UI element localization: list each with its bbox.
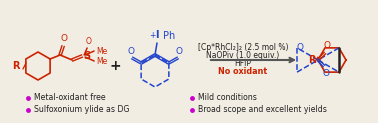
Text: +: +: [149, 31, 155, 39]
Text: I: I: [155, 30, 159, 40]
Text: NaOPiv (1.0 equiv.): NaOPiv (1.0 equiv.): [206, 52, 280, 61]
Text: No oxidant: No oxidant: [218, 68, 268, 77]
Text: O: O: [296, 43, 304, 52]
Text: R: R: [308, 55, 316, 65]
Text: HFIP: HFIP: [234, 60, 251, 69]
Text: R: R: [12, 61, 20, 71]
Text: O: O: [322, 69, 330, 78]
Text: +: +: [109, 59, 121, 73]
Text: O: O: [175, 47, 182, 56]
Text: Ph: Ph: [163, 31, 175, 41]
Text: Mild conditions: Mild conditions: [198, 93, 257, 102]
Text: Metal-oxidant free: Metal-oxidant free: [34, 93, 105, 102]
Text: O: O: [128, 47, 135, 56]
Text: O: O: [60, 34, 68, 43]
Text: S: S: [83, 51, 90, 61]
Text: O: O: [85, 37, 91, 46]
Text: [Cp*RhCl₂]₂ (2.5 mol %): [Cp*RhCl₂]₂ (2.5 mol %): [198, 44, 288, 53]
Text: Me: Me: [96, 56, 107, 66]
Text: Sulfoxonium ylide as DG: Sulfoxonium ylide as DG: [34, 106, 129, 115]
Text: O: O: [324, 41, 330, 50]
Text: Me: Me: [96, 46, 107, 55]
Text: Broad scope and excellent yields: Broad scope and excellent yields: [198, 106, 327, 115]
